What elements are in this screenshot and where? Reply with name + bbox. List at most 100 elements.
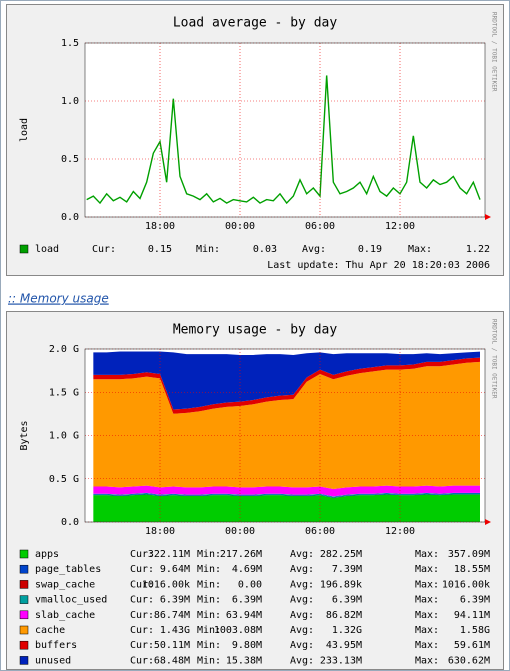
x-tick-label: 18:00 bbox=[145, 526, 175, 537]
legend-stat-label: Max: bbox=[415, 549, 439, 560]
legend-stat-label: Cur: bbox=[130, 549, 154, 560]
axis-arrow bbox=[485, 519, 491, 525]
legend-stat-value: 0.03 bbox=[253, 244, 277, 255]
y-tick-label: 2.0 G bbox=[49, 344, 79, 355]
legend-stat-label: Min: bbox=[197, 610, 221, 621]
legend-label: buffers bbox=[35, 640, 77, 651]
legend-stat-value: 86.82M bbox=[326, 610, 362, 621]
legend-stat-value: 1.22 bbox=[466, 244, 490, 255]
legend-stat-label: Min: bbox=[197, 549, 221, 560]
legend-stat-value: 6.39M bbox=[332, 595, 362, 606]
legend-swatch bbox=[19, 625, 29, 635]
legend-stat-value: 357.09M bbox=[448, 549, 490, 560]
legend-stat-label: Avg: bbox=[290, 640, 314, 651]
area bbox=[93, 485, 480, 497]
line bbox=[86, 75, 481, 205]
legend-swatch bbox=[19, 580, 29, 589]
legend-stat-label: Max: bbox=[415, 640, 439, 651]
legend-stat-label: Avg: bbox=[290, 549, 314, 560]
legend-swatch bbox=[19, 549, 29, 559]
watermark: RRDTOOL / TOBI OETIKER bbox=[491, 319, 498, 399]
legend-stat-label: Max: bbox=[415, 610, 439, 621]
legend-swatch bbox=[19, 610, 29, 620]
legend-stat-value: 6.39M bbox=[460, 595, 490, 606]
x-tick-label: 06:00 bbox=[305, 221, 335, 232]
legend-swatch bbox=[19, 640, 29, 650]
legend-stat-value: 630.62M bbox=[448, 655, 490, 666]
y-tick-label: 0.0 bbox=[61, 517, 79, 528]
legend-stat-label: Min: bbox=[197, 595, 221, 606]
legend-stat-label: Avg: bbox=[290, 655, 314, 666]
legend-stat-value: 18.55M bbox=[454, 564, 490, 575]
memory-link[interactable]: :: Memory usage bbox=[8, 292, 109, 306]
x-tick-label: 00:00 bbox=[225, 221, 255, 232]
legend-stat-value: 322.11M bbox=[148, 549, 190, 560]
legend-stat-value: 282.25M bbox=[320, 549, 362, 560]
legend-stat-value: 1.32G bbox=[332, 625, 362, 636]
legend-label: page_tables bbox=[35, 564, 101, 575]
legend-stat-value: 9.64M bbox=[160, 564, 190, 575]
y-tick-label: 1.5 G bbox=[49, 387, 79, 398]
plot bbox=[93, 351, 480, 522]
legend-stat-label: Max: bbox=[415, 655, 439, 666]
legend-stat-label: Avg: bbox=[290, 625, 314, 636]
legend-stat-label: Avg: bbox=[290, 564, 314, 575]
x-tick-label: 06:00 bbox=[305, 526, 335, 537]
y-tick-label: 1.5 bbox=[61, 38, 79, 49]
legend-stat-label: Min: bbox=[197, 564, 221, 575]
legend-stat-label: Cur: bbox=[92, 244, 116, 255]
legend-label: swap_cache bbox=[35, 579, 95, 590]
legend-stat-value: 196.89k bbox=[320, 579, 362, 590]
legend-label: unused bbox=[35, 655, 71, 666]
legend-stat-label: Max: bbox=[415, 625, 439, 636]
legend-stat-value: 63.94M bbox=[226, 610, 262, 621]
legend-stat-label: Min: bbox=[197, 625, 221, 636]
legend-label: apps bbox=[35, 549, 59, 560]
legend-stat-value: 43.95M bbox=[326, 640, 362, 651]
legend-stat-label: Cur: bbox=[130, 625, 154, 636]
legend-swatch bbox=[19, 564, 29, 574]
legend-stat-label: Max: bbox=[415, 579, 439, 590]
chart-title: Memory usage - by day bbox=[173, 323, 338, 338]
y-tick-label: 0.5 bbox=[61, 154, 79, 165]
legend-stat-value: 4.69M bbox=[232, 564, 262, 575]
plot-area bbox=[85, 43, 485, 217]
legend-stat-label: Cur: bbox=[130, 564, 154, 575]
last-update: Last update: Thu Apr 20 18:20:03 2006 bbox=[267, 260, 490, 271]
legend-swatch bbox=[19, 656, 29, 665]
legend-stat-value: 15.38M bbox=[226, 655, 262, 666]
watermark: RRDTOOL / TOBI OETIKER bbox=[491, 12, 498, 92]
legend-stat-label: Max: bbox=[415, 564, 439, 575]
legend-stat-label: Cur: bbox=[130, 579, 154, 590]
x-tick-label: 00:00 bbox=[225, 526, 255, 537]
chart-title: Load average - by day bbox=[173, 16, 338, 31]
legend-stat-value: 1016.00k bbox=[442, 579, 490, 590]
plot-border bbox=[84, 348, 486, 523]
legend-stat-value: 0.19 bbox=[358, 244, 382, 255]
legend-stat-label: Min: bbox=[197, 640, 221, 651]
legend-swatch bbox=[19, 244, 29, 254]
legend-stat-value: 94.11M bbox=[454, 610, 490, 621]
legend-stat-label: Avg: bbox=[290, 610, 314, 621]
legend-stat-value: 1.43G bbox=[160, 625, 190, 636]
legend-stat-value: 59.61M bbox=[454, 640, 490, 651]
plot bbox=[86, 75, 481, 205]
y-tick-label: 1.0 G bbox=[49, 431, 79, 442]
legend-stat-value: 68.48M bbox=[154, 655, 190, 666]
legend-label: slab_cache bbox=[35, 610, 95, 621]
legend-stat-label: Min: bbox=[197, 655, 221, 666]
legend-stat-value: 1016.00k bbox=[142, 579, 190, 590]
legend-stat-value: 233.13M bbox=[320, 655, 362, 666]
legend-stat-label: Cur: bbox=[130, 610, 154, 621]
legend-stat-value: 50.11M bbox=[154, 640, 190, 651]
x-tick-label: 12:00 bbox=[385, 221, 415, 232]
area bbox=[93, 357, 480, 414]
legend-stat-label: Cur: bbox=[130, 640, 154, 651]
legend-label: vmalloc_used bbox=[35, 595, 107, 606]
y-tick-label: 1.0 bbox=[61, 96, 79, 107]
y-tick-label: 0.0 bbox=[61, 212, 79, 223]
legend-stat-label: Avg: bbox=[290, 579, 314, 590]
area bbox=[93, 494, 480, 522]
legend-stat-label: Avg: bbox=[302, 244, 326, 255]
